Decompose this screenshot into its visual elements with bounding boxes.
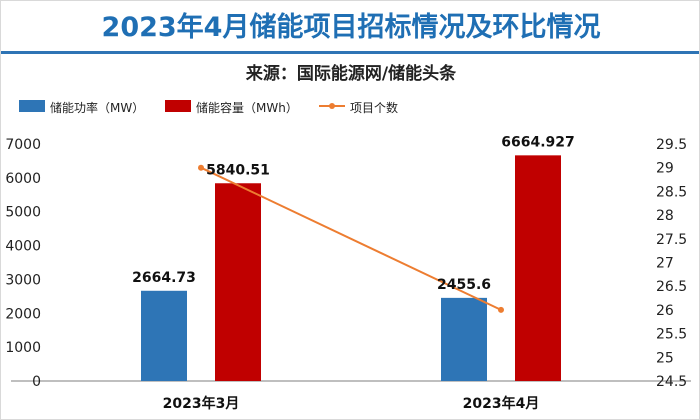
data-labels: 2664.73 2455.6 5840.51 6664.927 (132, 134, 575, 293)
y-left-tick-label: 3000 (5, 272, 41, 288)
y-left-tick-label: 7000 (5, 137, 41, 153)
y-right-tick-label: 25.5 (656, 327, 687, 343)
axes: 0 1000 2000 3000 4000 5000 6000 7000 24.5 25 25.5 2… (5, 137, 691, 412)
y-right-tick-label: 27 (656, 256, 674, 272)
data-label-1-0: 5840.51 (206, 162, 270, 178)
y-right-tick-label: 26.5 (656, 279, 687, 295)
line-series (198, 164, 504, 313)
bar-0-0 (141, 290, 187, 381)
chart-title: 2023年4月储能项目招标情况及环比情况 (101, 12, 601, 43)
data-label-1-1: 6664.927 (501, 134, 575, 150)
bar-1-1 (515, 155, 561, 381)
y-right-tick-label: 28 (656, 208, 674, 224)
legend-marker-2 (329, 103, 335, 109)
line-point-1 (498, 306, 504, 313)
line-path (200, 166, 502, 311)
legend-label-2: 项目个数 (350, 100, 398, 115)
x-tick-label: 2023年4月 (463, 395, 540, 412)
x-tick-label: 2023年3月 (163, 395, 240, 412)
y-left-tick-label: 6000 (5, 171, 41, 187)
y-right-tick-label: 24.5 (656, 374, 687, 390)
y-right-tick-label: 29 (656, 161, 674, 177)
y-right-tick-label: 28.5 (656, 184, 687, 200)
data-label-0-1: 2455.6 (437, 277, 491, 293)
line-point-0 (198, 164, 204, 171)
y-right-tick-label: 29.5 (656, 137, 687, 153)
title-underline (1, 51, 699, 54)
y-left-tick-label: 0 (32, 374, 41, 390)
y-left-tick-label: 5000 (5, 205, 41, 221)
bar-1-0 (215, 183, 261, 381)
y-right-tick-label: 27.5 (656, 232, 687, 248)
y-right-tick-label: 26 (656, 303, 674, 319)
legend-label-0: 储能功率（MW） (50, 100, 144, 115)
y-left-tick-label: 2000 (5, 306, 41, 322)
legend: 储能功率（MW） 储能容量（MWh） 项目个数 (19, 100, 398, 115)
data-label-0-0: 2664.73 (132, 270, 196, 286)
y-left-tick-label: 1000 (5, 340, 41, 356)
title-bar: 2023年4月储能项目招标情况及环比情况 (1, 1, 699, 51)
legend-label-1: 储能容量（MWh） (196, 100, 298, 115)
legend-swatch-1 (165, 100, 191, 112)
y-right-tick-label: 25 (656, 350, 674, 366)
bars (141, 155, 561, 381)
y-left-tick-label: 4000 (5, 239, 41, 255)
bar-0-1 (441, 297, 487, 381)
legend-swatch-0 (19, 100, 45, 112)
chart-subtitle: 来源：国际能源网/储能头条 (245, 64, 457, 84)
